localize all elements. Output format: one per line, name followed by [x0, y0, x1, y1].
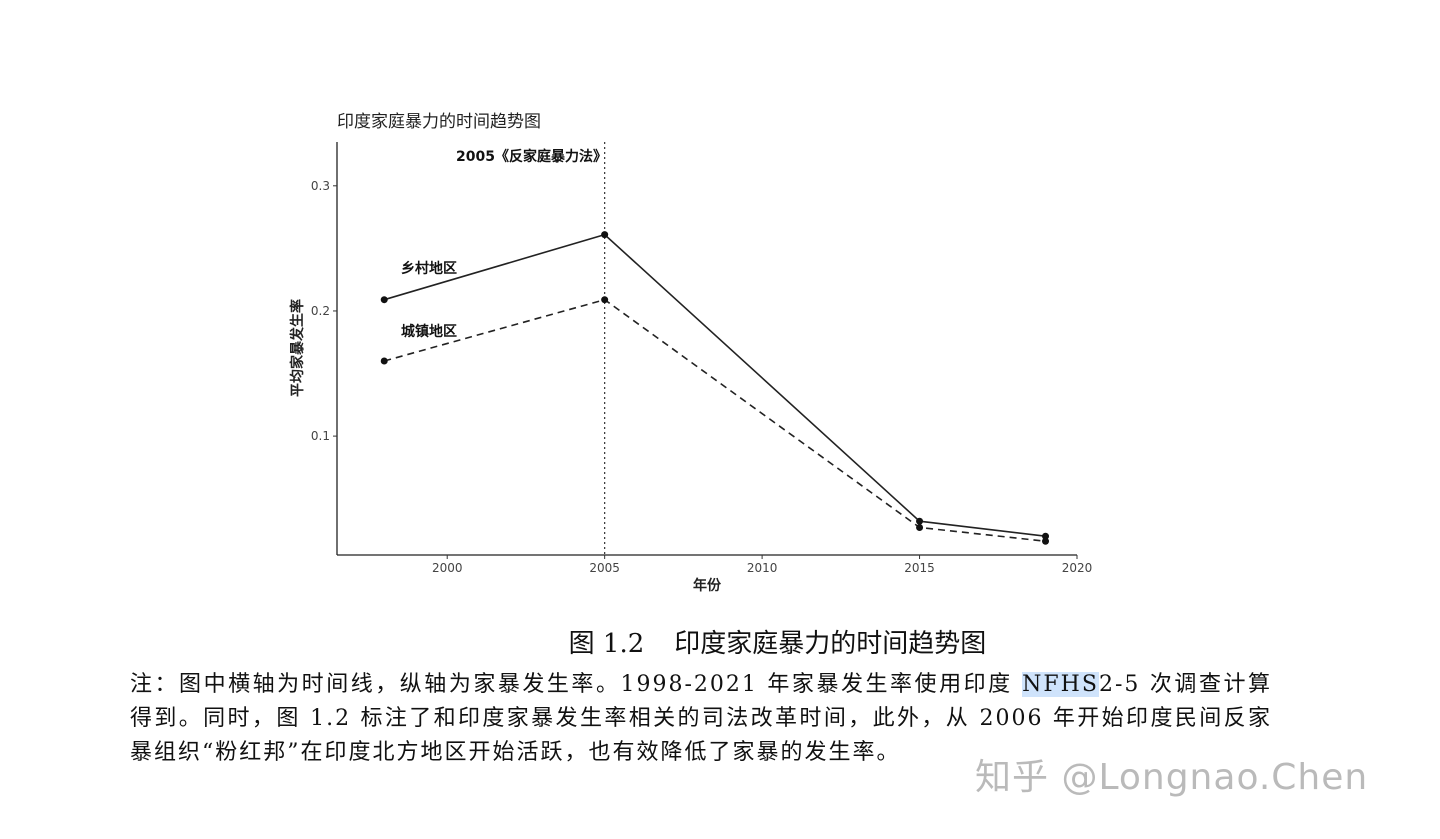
note-text-end: 2-5 次调查计算得到。同时，图 1.2 标注了和印度家暴发生率相关的司法改革时…	[130, 672, 1272, 765]
x-tick-label: 2015	[904, 561, 935, 575]
chart-axes	[336, 142, 1077, 556]
series-label-rural: 乡村地区	[401, 260, 457, 277]
data-point	[601, 296, 609, 304]
x-tick-label: 2010	[747, 561, 778, 575]
x-axis-label: 年份	[693, 577, 722, 594]
note-highlight[interactable]: NFHS	[1022, 672, 1099, 697]
data-point	[916, 523, 924, 531]
y-tick-label: 0.3	[311, 179, 330, 193]
chart-ticks: 2000 2005 2010 2015 2020 0.1 0.2 0.3	[311, 179, 1092, 575]
data-point	[1042, 532, 1050, 540]
figure-caption-text: 印度家庭暴力的时间趋势图	[674, 629, 987, 659]
y-tick-label: 0.2	[311, 304, 330, 318]
series-line-rural	[384, 233, 1046, 538]
figure-caption: 图 1.2 印度家庭暴力的时间趋势图	[0, 623, 1440, 660]
x-tick-label: 2020	[1062, 561, 1093, 575]
y-axis-label: 平均家暴发生率	[289, 299, 306, 397]
data-point	[380, 357, 388, 365]
watermark: 知乎 @Longnao.Chen	[975, 757, 1369, 798]
chart-title: 印度家庭暴力的时间趋势图	[337, 112, 541, 132]
figure-note: 注：图中横轴为时间线，纵轴为家暴发生率。1998-2021 年家暴发生率使用印度…	[130, 668, 1272, 770]
figure-caption-number: 图 1.2	[568, 629, 645, 659]
y-tick-label: 0.1	[311, 429, 330, 443]
note-text-start: 注：图中横轴为时间线，纵轴为家暴发生率。1998-2021 年家暴发生率使用印度	[130, 672, 1023, 697]
series-line-urban	[384, 298, 1046, 543]
data-point	[380, 296, 388, 304]
data-point	[1042, 537, 1050, 545]
line-chart: 2000 2005 2010 2015 2020 0.1 0.2 0.3 印度家庭暴力的时间趋…	[289, 112, 1092, 594]
data-point	[601, 231, 609, 239]
series-label-urban: 城镇地区	[401, 323, 457, 340]
x-tick-label: 2005	[589, 561, 620, 575]
data-point	[916, 517, 924, 525]
law-annotation-label: 2005《反家庭暴力法》	[456, 148, 607, 165]
x-tick-label: 2000	[432, 561, 463, 575]
chart-series	[380, 231, 1050, 545]
